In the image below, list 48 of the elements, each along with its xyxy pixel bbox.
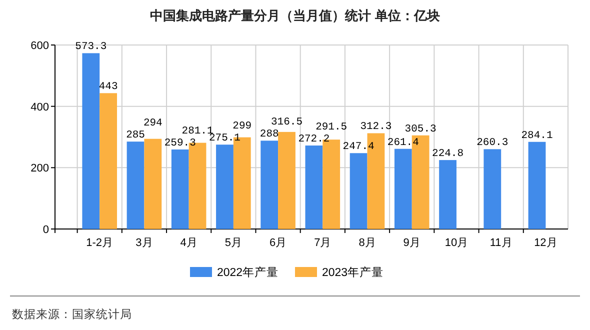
bar <box>350 153 368 229</box>
bar <box>82 53 100 229</box>
y-tick-label: 600 <box>30 40 49 52</box>
data-label: 291.5 <box>316 122 348 134</box>
x-tick-label: 6月 <box>269 237 287 249</box>
x-tick-label: 12月 <box>534 237 558 249</box>
data-label: 260.3 <box>476 137 508 150</box>
bar <box>305 146 323 229</box>
bar <box>144 138 162 229</box>
bar <box>278 132 296 229</box>
bar <box>100 93 118 229</box>
data-label: 259.3 <box>164 137 196 150</box>
bar <box>439 160 456 229</box>
data-label: 284.1 <box>521 130 553 142</box>
bar <box>171 149 189 229</box>
x-tick-label: 5月 <box>224 237 242 249</box>
data-label: 294 <box>143 118 162 130</box>
chart-title: 中国集成电路产量分月（当月值）统计 单位：亿块 <box>150 8 440 23</box>
data-label: 316.5 <box>270 116 302 129</box>
y-tick-label: 0 <box>42 224 49 236</box>
x-tick-label: 9月 <box>403 237 420 249</box>
x-tick-label: 11月 <box>490 237 512 249</box>
data-label: 224.8 <box>432 148 464 160</box>
bar <box>260 140 278 229</box>
data-label: 299 <box>232 120 252 133</box>
data-label: 275.1 <box>208 132 240 145</box>
y-tick-label: 200 <box>30 162 49 175</box>
bar <box>126 142 144 229</box>
legend-label: 2023年产量 <box>322 265 384 279</box>
bar <box>528 142 546 229</box>
x-tick-label: 8月 <box>358 237 376 249</box>
y-tick-label: 400 <box>30 101 49 114</box>
data-label: 305.3 <box>404 123 436 136</box>
bar <box>322 140 340 229</box>
x-tick-label: 3月 <box>136 237 153 249</box>
bar <box>216 144 234 229</box>
bar <box>394 148 412 229</box>
data-label: 573.3 <box>75 41 107 54</box>
data-label: 285 <box>126 130 145 142</box>
bar <box>484 149 502 229</box>
x-tick-label: 7月 <box>314 237 332 249</box>
x-tick-label: 1-2月 <box>86 237 114 249</box>
data-label: 312.3 <box>360 121 392 134</box>
source-note: 数据来源：国家统计局 <box>12 307 132 321</box>
data-label: 272.2 <box>298 134 330 146</box>
x-tick-label: 10月 <box>444 237 468 249</box>
x-tick-label: 4月 <box>180 237 198 249</box>
legend-label: 2022年产量 <box>217 265 279 279</box>
